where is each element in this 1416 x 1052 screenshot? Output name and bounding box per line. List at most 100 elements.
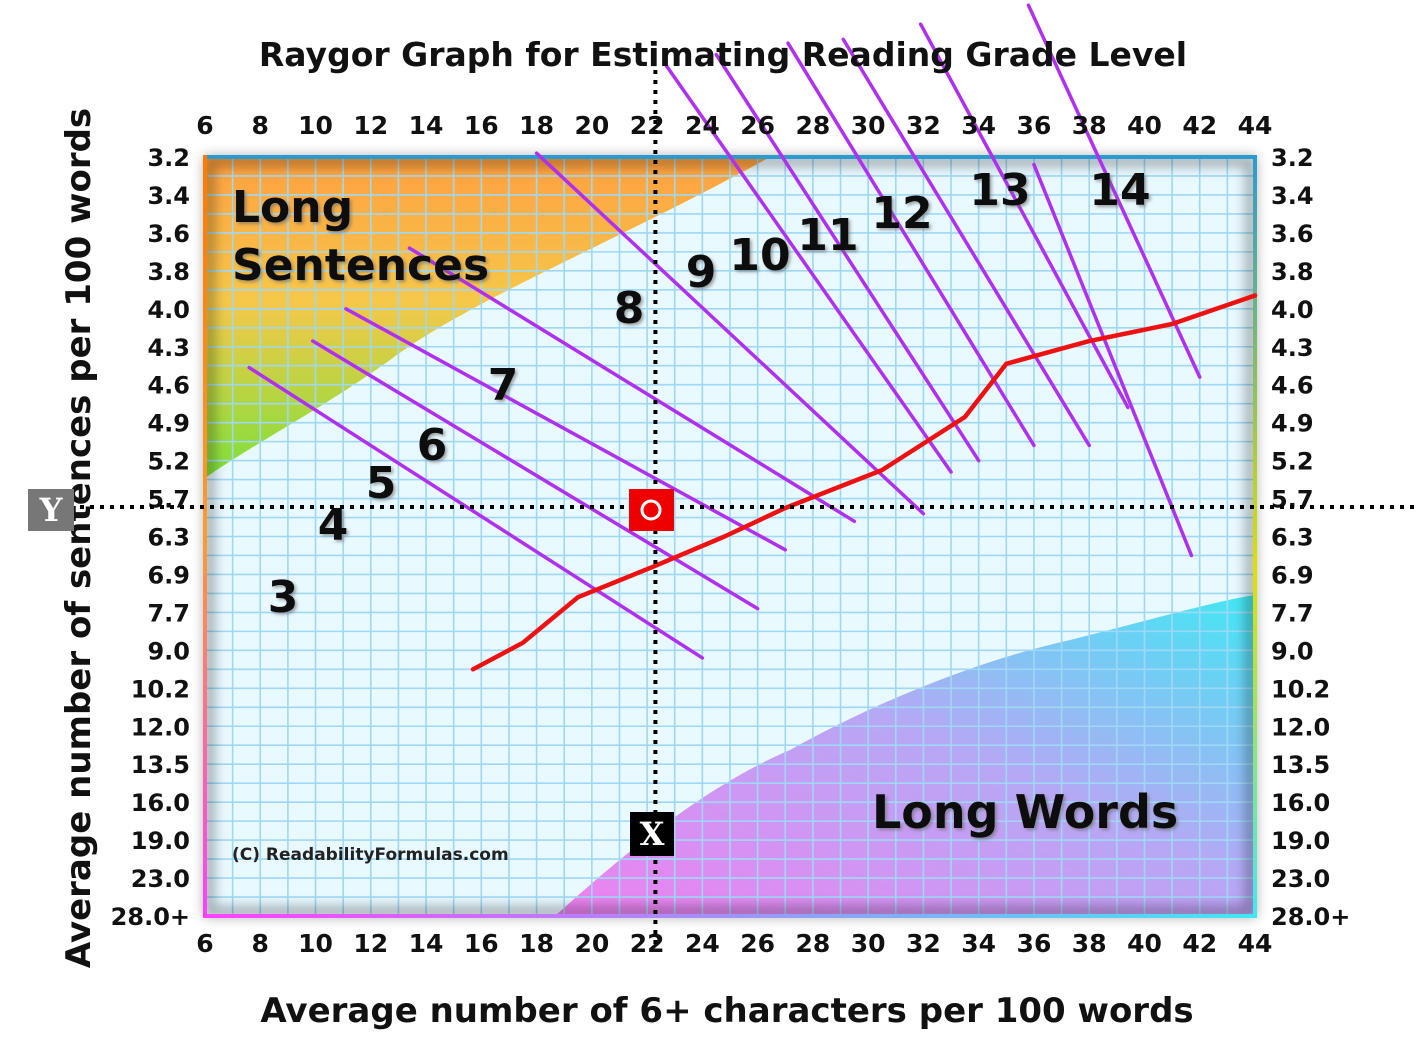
y-marker-box	[28, 489, 74, 531]
x-tick-top: 30	[851, 111, 886, 140]
y-tick-right: 12.0	[1271, 713, 1330, 741]
x-tick-top: 16	[464, 111, 499, 140]
y-tick-left: 3.6	[147, 220, 190, 248]
x-tick-bottom: 24	[685, 929, 720, 958]
x-tick-bottom: 40	[1127, 929, 1162, 958]
y-tick-right: 19.0	[1271, 827, 1330, 855]
x-tick-top: 32	[906, 111, 941, 140]
grade-line-9	[714, 52, 981, 463]
frame-right	[1253, 155, 1257, 918]
y-tick-right: 4.3	[1271, 334, 1314, 362]
y-tick-right: 4.9	[1271, 410, 1314, 438]
y-tick-left: 13.5	[131, 751, 190, 779]
y-tick-right: 3.2	[1271, 144, 1314, 172]
y-tick-right: 16.0	[1271, 789, 1330, 817]
y-tick-right: 5.2	[1271, 448, 1314, 476]
tick-labels: 6 6 8 8 10 10 12 12 14 14 16 16 18 18 20 20 22 22 24 24 26 26…	[111, 111, 1351, 958]
y-tick-right: 3.4	[1271, 182, 1314, 210]
grade-line-12	[918, 22, 1130, 410]
x-tick-top: 44	[1238, 111, 1273, 140]
y-tick-right: 5.7	[1271, 486, 1314, 514]
grade-label-3: 3	[268, 572, 299, 623]
x-tick-top: 24	[685, 111, 720, 140]
intersection-marker	[629, 489, 674, 531]
y-tick-right: 6.9	[1271, 561, 1314, 589]
reading-level-curve	[470, 293, 1258, 672]
grade-label-5: 5	[366, 458, 397, 509]
x-tick-bottom: 34	[961, 929, 996, 958]
x-tick-bottom: 16	[464, 929, 499, 958]
x-tick-top: 40	[1127, 111, 1162, 140]
y-tick-right: 13.5	[1271, 751, 1330, 779]
grade-label-14: 14	[1089, 165, 1150, 216]
long-sentences-label-line: Sentences	[232, 240, 489, 291]
grade-label-11: 11	[797, 210, 858, 261]
x-tick-bottom: 44	[1238, 929, 1273, 958]
x-marker-box	[630, 812, 674, 856]
curve-layer	[470, 293, 1258, 672]
intersection-marker-ring	[640, 499, 662, 521]
x-tick-bottom: 20	[574, 929, 609, 958]
x-tick-top: 34	[961, 111, 996, 140]
x-tick-bottom: 12	[353, 929, 388, 958]
grade-line-6	[407, 246, 857, 524]
x-marker-label: X	[640, 815, 665, 853]
frame-bottom	[203, 914, 1257, 918]
long-words-label: Long Words	[872, 785, 1178, 839]
grade-line-3	[247, 365, 705, 660]
grade-label-12: 12	[871, 188, 932, 239]
plot-shadow	[204, 156, 1256, 917]
x-tick-top: 26	[740, 111, 775, 140]
x-tick-top: 12	[353, 111, 388, 140]
y-tick-left: 19.0	[131, 827, 190, 855]
x-tick-top: 36	[1017, 111, 1052, 140]
y-tick-left: 3.4	[147, 182, 190, 210]
grade-line-8	[664, 64, 953, 474]
x-tick-top: 14	[409, 111, 444, 140]
y-tick-left: 10.2	[131, 675, 190, 703]
y-tick-left: 9.0	[147, 637, 190, 665]
grade-label-9: 9	[686, 247, 717, 298]
x-tick-bottom: 38	[1072, 929, 1107, 958]
x-tick-top: 18	[519, 111, 554, 140]
y-tick-right: 3.8	[1271, 258, 1314, 286]
y-tick-left: 4.3	[147, 334, 190, 362]
grade-label-10: 10	[729, 230, 790, 281]
x-tick-top: 42	[1182, 111, 1217, 140]
long-sentences-label-line: Long	[232, 182, 353, 233]
x-axis-label: Average number of 6+ characters per 100 …	[260, 991, 1193, 1031]
x-tick-bottom: 14	[409, 929, 444, 958]
y-tick-left: 23.0	[131, 865, 190, 893]
y-tick-right: 4.6	[1271, 372, 1314, 400]
copyright-text: (C) ReadabilityFormulas.com	[232, 845, 509, 865]
y-tick-right: 3.6	[1271, 220, 1314, 248]
x-tick-top: 38	[1072, 111, 1107, 140]
grade-line-5	[344, 307, 788, 552]
grade-label-8: 8	[614, 283, 645, 334]
x-tick-top: 10	[298, 111, 333, 140]
frame-left	[203, 155, 207, 918]
x-tick-top: 6	[196, 111, 213, 140]
long-sentences-region	[205, 157, 770, 478]
chart-title: Raygor Graph for Estimating Reading Grad…	[259, 35, 1187, 74]
y-tick-left: 4.6	[147, 372, 190, 400]
y-tick-left: 16.0	[131, 789, 190, 817]
grade-line-13	[1026, 3, 1202, 379]
grade-label-6: 6	[417, 420, 448, 471]
x-tick-bottom: 26	[740, 929, 775, 958]
y-axis-label: Average number of sentences per 100 word…	[59, 108, 99, 968]
x-tick-bottom: 42	[1182, 929, 1217, 958]
x-tick-bottom: 32	[906, 929, 941, 958]
x-tick-top: 22	[630, 111, 665, 140]
grade-label-13: 13	[969, 165, 1030, 216]
y-tick-left: 6.3	[147, 524, 190, 552]
y-tick-left: 28.0+	[111, 903, 190, 931]
y-tick-left: 6.9	[147, 561, 190, 589]
x-tick-bottom: 28	[795, 929, 830, 958]
y-tick-left: 3.2	[147, 144, 190, 172]
x-tick-bottom: 30	[851, 929, 886, 958]
y-tick-right: 6.3	[1271, 524, 1314, 552]
x-tick-bottom: 36	[1017, 929, 1052, 958]
